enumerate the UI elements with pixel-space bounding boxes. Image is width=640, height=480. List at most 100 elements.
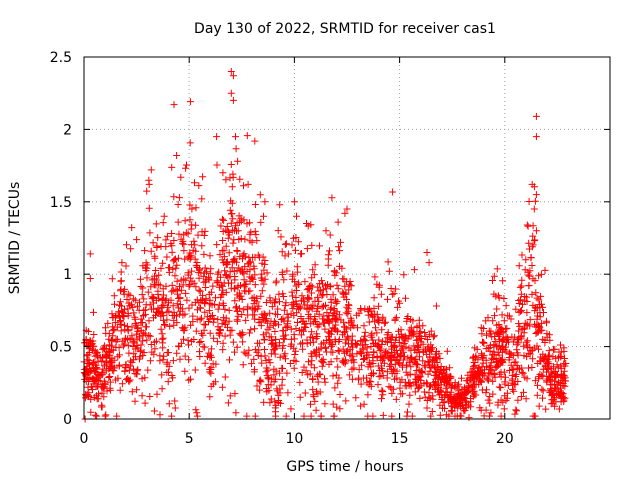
data-point xyxy=(457,394,465,402)
data-point xyxy=(224,234,232,242)
data-point xyxy=(209,318,217,326)
data-point xyxy=(524,222,532,230)
data-point xyxy=(170,237,178,244)
data-point xyxy=(293,263,301,271)
data-point xyxy=(267,395,275,403)
data-point xyxy=(206,393,214,401)
data-point xyxy=(276,339,283,347)
data-point xyxy=(329,291,337,299)
data-point xyxy=(260,280,268,288)
data-point xyxy=(248,360,255,368)
plot-frame xyxy=(83,56,611,420)
data-point xyxy=(472,391,480,399)
data-point xyxy=(428,408,436,415)
data-point xyxy=(515,300,523,307)
data-point xyxy=(522,395,530,403)
data-point xyxy=(547,380,554,388)
data-point xyxy=(214,315,222,323)
data-point xyxy=(528,290,536,298)
data-point xyxy=(298,292,306,300)
data-point xyxy=(288,275,296,283)
data-point xyxy=(106,373,114,380)
data-point xyxy=(181,352,189,360)
data-point xyxy=(210,334,218,342)
data-point xyxy=(137,283,145,290)
data-point xyxy=(173,277,181,285)
data-point xyxy=(138,291,146,299)
data-point xyxy=(488,333,496,341)
data-point xyxy=(283,267,291,275)
data-point xyxy=(116,351,123,359)
grid xyxy=(84,57,610,419)
data-point xyxy=(150,281,158,289)
data-point xyxy=(290,198,298,206)
data-point xyxy=(362,337,370,345)
data-point xyxy=(231,276,239,284)
data-point xyxy=(196,348,203,356)
data-point xyxy=(185,376,193,384)
data-point xyxy=(207,288,215,296)
data-point xyxy=(317,412,325,420)
data-point xyxy=(206,329,214,337)
data-point xyxy=(396,299,404,307)
data-point xyxy=(332,299,340,307)
data-point xyxy=(530,205,538,213)
data-point xyxy=(196,304,204,312)
data-point xyxy=(91,411,99,419)
data-point xyxy=(246,258,254,266)
data-point xyxy=(281,240,289,248)
data-point xyxy=(348,332,356,340)
data-point xyxy=(352,394,360,402)
data-point xyxy=(294,238,302,246)
data-point xyxy=(361,332,368,340)
data-point xyxy=(221,373,229,381)
data-point xyxy=(341,282,349,290)
data-point xyxy=(213,241,221,249)
data-point xyxy=(421,363,429,371)
data-point xyxy=(403,412,411,420)
data-point xyxy=(198,195,206,203)
data-point xyxy=(371,317,379,325)
data-point xyxy=(293,309,301,317)
data-point xyxy=(326,231,334,239)
data-point xyxy=(299,345,307,353)
data-point xyxy=(203,268,210,276)
data-point xyxy=(531,197,539,205)
data-point xyxy=(174,218,182,226)
data-point xyxy=(233,267,241,275)
data-point xyxy=(147,247,155,255)
data-point xyxy=(363,348,371,356)
y-axis-label: SRMTID / TECUs xyxy=(7,182,23,295)
data-point xyxy=(341,339,349,347)
data-point xyxy=(456,399,463,406)
data-point xyxy=(215,268,223,276)
data-point xyxy=(257,292,265,300)
data-point xyxy=(225,249,233,257)
data-point xyxy=(117,327,125,335)
data-point xyxy=(87,408,95,416)
data-point xyxy=(131,296,139,304)
data-point xyxy=(307,281,315,289)
data-point xyxy=(509,385,516,393)
data-point xyxy=(284,313,292,321)
data-point xyxy=(365,358,373,366)
data-point xyxy=(307,412,315,420)
data-point xyxy=(333,403,341,411)
data-point xyxy=(513,407,521,415)
data-point xyxy=(121,305,128,313)
data-point xyxy=(357,380,365,388)
data-point xyxy=(200,250,208,258)
data-point xyxy=(106,384,114,392)
data-point xyxy=(389,385,397,393)
data-point xyxy=(240,250,248,258)
data-point xyxy=(279,290,287,298)
data-point xyxy=(108,275,116,283)
data-point xyxy=(342,358,349,366)
data-point xyxy=(388,357,396,365)
data-point xyxy=(153,390,161,398)
data-point xyxy=(373,329,381,337)
data-point xyxy=(141,374,149,382)
data-point xyxy=(240,182,247,190)
data-point xyxy=(413,324,421,331)
data-point xyxy=(265,386,273,394)
